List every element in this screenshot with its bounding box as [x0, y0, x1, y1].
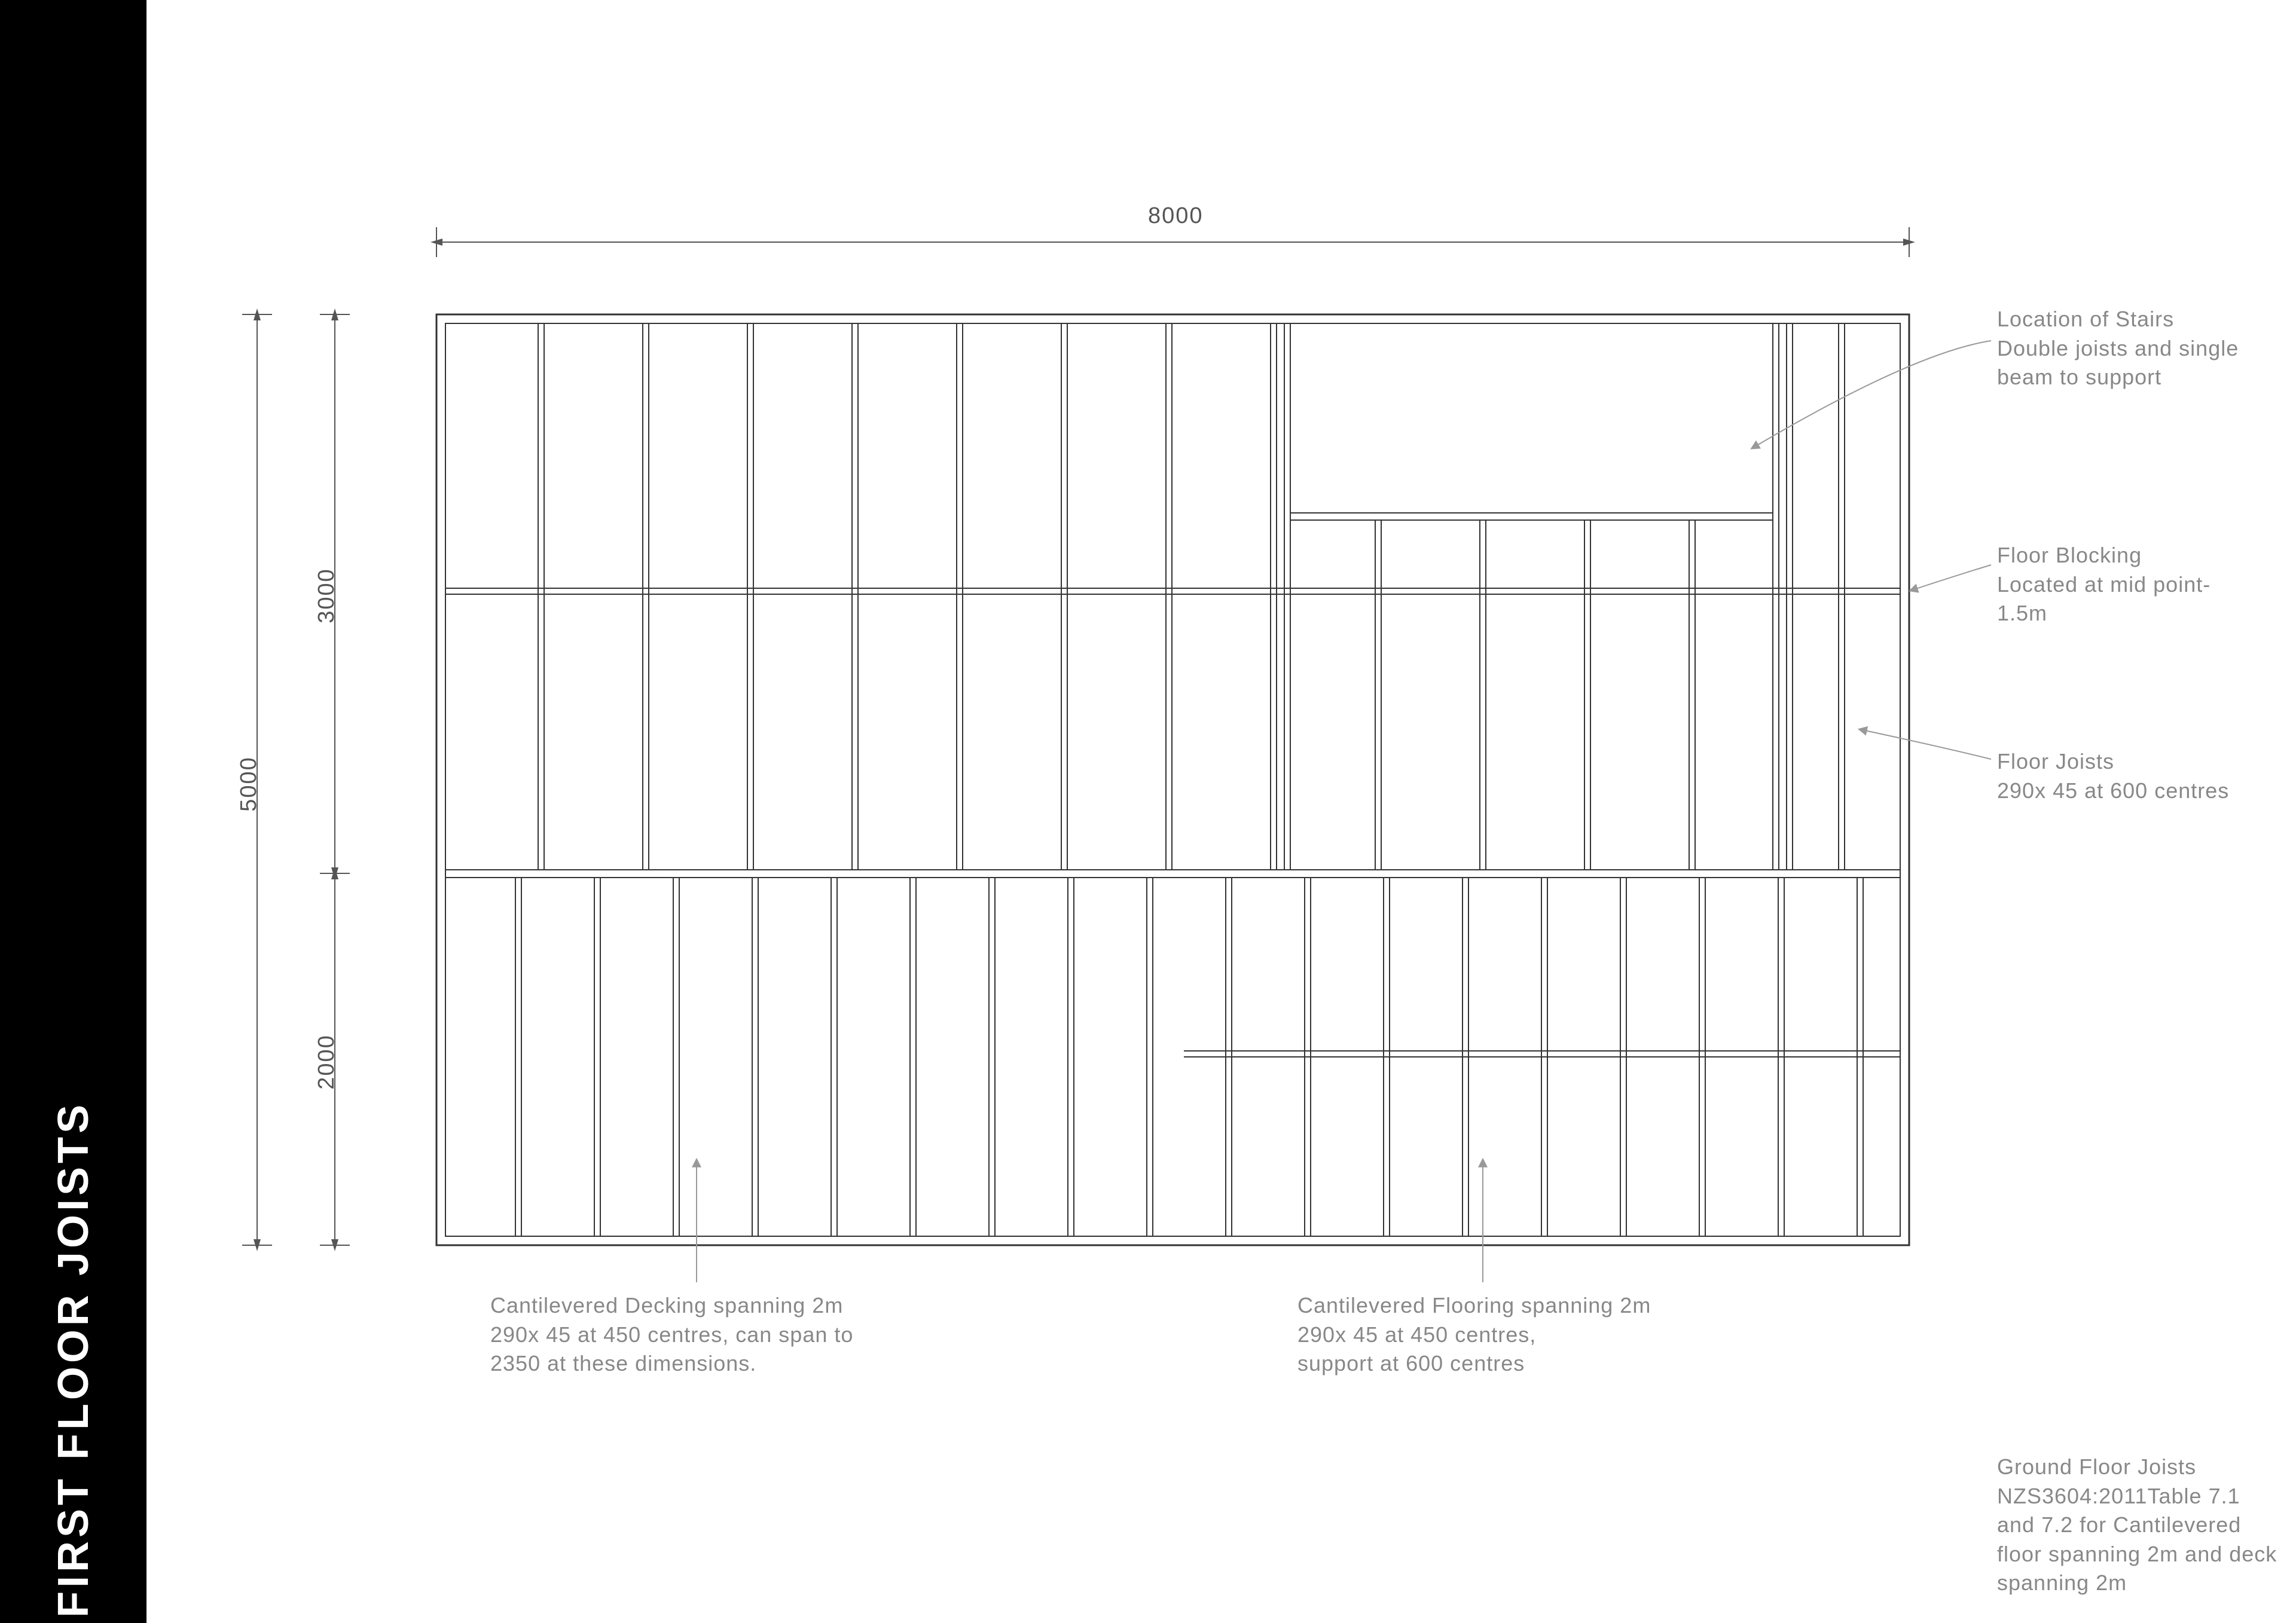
annotation-leaders: [697, 341, 1991, 1282]
annotation-notes: Ground Floor Joists NZS3604:2011Table 7.…: [1997, 1453, 2277, 1598]
annotation-cant-deck: Cantilevered Decking spanning 2m 290x 45…: [490, 1291, 853, 1379]
annotation-line: spanning 2m: [1997, 1570, 2127, 1595]
dim-5000: 5000: [236, 756, 262, 812]
annotation-line: Floor Joists: [1997, 749, 2114, 774]
annotation-line: beam to support: [1997, 365, 2161, 389]
top-joists: [538, 323, 1845, 870]
dim-8000: 8000: [1148, 203, 1204, 229]
floor-outline: [436, 314, 1909, 1245]
annotation-line: Floor Blocking: [1997, 543, 2142, 567]
annotation-line: Cantilevered Decking spanning 2m: [490, 1293, 843, 1318]
top-blocking: [445, 588, 1900, 594]
annotation-line: Ground Floor Joists: [1997, 1454, 2196, 1479]
annotation-line: 1.5m: [1997, 601, 2047, 625]
dim-2000: 2000: [314, 1034, 340, 1090]
annotation-stairs: Location of Stairs Double joists and sin…: [1997, 305, 2239, 392]
floor-joist-diagram: [0, 0, 2296, 1623]
annotation-line: NZS3604:2011Table 7.1: [1997, 1484, 2240, 1508]
annotation-line: Located at mid point-: [1997, 572, 2210, 597]
annotation-line: 290x 45 at 450 centres, can span to: [490, 1322, 853, 1347]
annotation-joists: Floor Joists 290x 45 at 600 centres: [1997, 747, 2229, 805]
dim-3000: 3000: [314, 568, 340, 623]
annotation-line: 2350 at these dimensions.: [490, 1351, 756, 1376]
mid-beam: [445, 870, 1900, 878]
annotation-line: Cantilevered Flooring spanning 2m: [1297, 1293, 1651, 1318]
annotation-line: Double joists and single: [1997, 336, 2239, 360]
annotation-line: 290x 45 at 600 centres: [1997, 778, 2229, 803]
annotation-line: and 7.2 for Cantilevered: [1997, 1512, 2241, 1537]
annotation-cant-floor: Cantilevered Flooring spanning 2m 290x 4…: [1297, 1291, 1651, 1379]
dimension-width: [436, 227, 1909, 257]
stair-beam: [1290, 513, 1773, 520]
annotation-line: floor spanning 2m and deck: [1997, 1542, 2277, 1566]
annotation-blocking: Floor Blocking Located at mid point- 1.5…: [1997, 541, 2210, 628]
annotation-line: Location of Stairs: [1997, 307, 2174, 331]
annotation-line: 290x 45 at 450 centres,: [1297, 1322, 1536, 1347]
annotation-line: support at 600 centres: [1297, 1351, 1525, 1376]
